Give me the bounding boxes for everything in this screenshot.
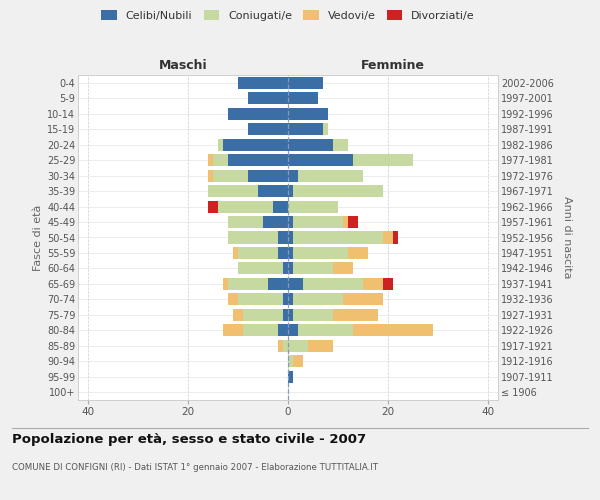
Bar [218,138,223,150]
Bar [213,154,228,166]
Bar [208,154,213,166]
Bar [288,247,293,259]
Bar [228,232,278,243]
Bar [288,185,293,197]
Bar [288,92,318,104]
Bar [288,123,323,135]
Bar [343,294,383,306]
Bar [303,278,363,290]
Bar [228,216,263,228]
Bar [288,324,298,336]
Bar [288,108,328,120]
Bar [243,324,278,336]
Bar [278,232,288,243]
Bar [288,170,298,181]
Bar [333,262,353,274]
Bar [238,294,283,306]
Bar [228,278,268,290]
Text: Popolazione per età, sesso e stato civile - 2007: Popolazione per età, sesso e stato civil… [12,432,366,446]
Bar [288,138,333,150]
Bar [268,278,288,290]
Bar [278,247,288,259]
Bar [393,232,398,243]
Bar [228,154,288,166]
Bar [283,309,288,321]
Bar [243,309,283,321]
Bar [208,170,213,181]
Y-axis label: Anni di nascita: Anni di nascita [562,196,572,279]
Bar [233,309,243,321]
Bar [278,340,283,352]
Bar [293,356,303,368]
Bar [288,232,293,243]
Bar [278,324,288,336]
Bar [293,232,383,243]
Bar [213,170,248,181]
Bar [293,309,333,321]
Bar [288,216,293,228]
Bar [353,324,433,336]
Bar [288,200,338,212]
Bar [333,309,378,321]
Text: Femmine: Femmine [361,59,425,72]
Bar [298,170,363,181]
Bar [283,340,288,352]
Bar [288,371,293,383]
Bar [223,278,228,290]
Bar [208,200,218,212]
Bar [208,185,258,197]
Bar [293,294,343,306]
Bar [298,324,353,336]
Bar [238,262,283,274]
Bar [293,216,343,228]
Bar [343,216,348,228]
Bar [218,200,273,212]
Bar [283,262,288,274]
Bar [248,92,288,104]
Text: COMUNE DI CONFIGNI (RI) - Dati ISTAT 1° gennaio 2007 - Elaborazione TUTTITALIA.I: COMUNE DI CONFIGNI (RI) - Dati ISTAT 1° … [12,463,378,472]
Bar [333,138,348,150]
Text: Maschi: Maschi [158,59,208,72]
Bar [283,294,288,306]
Bar [238,247,278,259]
Y-axis label: Fasce di età: Fasce di età [32,204,43,270]
Bar [238,76,288,89]
Bar [288,278,303,290]
Bar [248,123,288,135]
Bar [228,294,238,306]
Bar [228,108,288,120]
Bar [308,340,333,352]
Bar [293,262,333,274]
Bar [323,123,328,135]
Bar [288,76,323,89]
Bar [348,247,368,259]
Bar [288,309,293,321]
Bar [273,200,288,212]
Bar [233,247,238,259]
Bar [288,262,293,274]
Bar [223,138,288,150]
Legend: Celibi/Nubili, Coniugati/e, Vedovi/e, Divorziati/e: Celibi/Nubili, Coniugati/e, Vedovi/e, Di… [99,8,477,24]
Bar [223,324,243,336]
Bar [258,185,288,197]
Bar [293,185,383,197]
Bar [293,247,348,259]
Bar [248,170,288,181]
Bar [288,356,293,368]
Bar [383,278,393,290]
Bar [363,278,383,290]
Bar [348,216,358,228]
Bar [263,216,288,228]
Bar [288,294,293,306]
Bar [353,154,413,166]
Bar [288,154,353,166]
Bar [288,340,308,352]
Bar [383,232,393,243]
